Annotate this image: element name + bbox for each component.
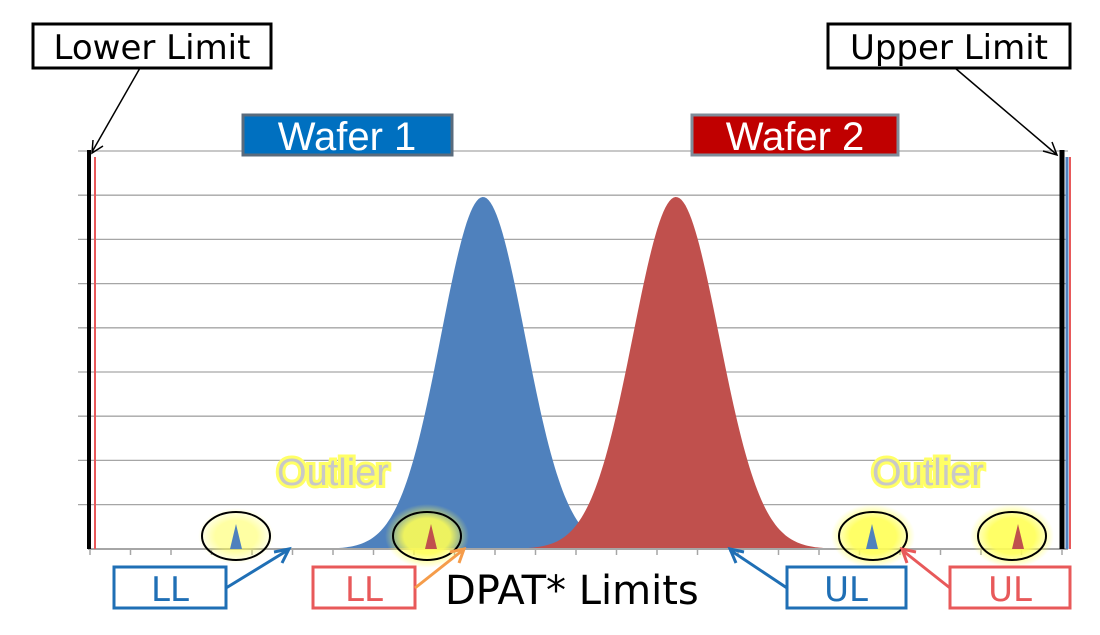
wafer2-distribution [495, 197, 857, 549]
wafer2-label-box: Wafer 2 [690, 113, 900, 159]
upper-limit-label: Upper Limit [850, 28, 1048, 68]
outlier-label-right: Outlier [872, 452, 984, 494]
ul-blue-callout: UL [727, 546, 908, 610]
outlier-marker-ul-red [970, 504, 1054, 568]
wafer1-distribution [306, 197, 660, 549]
outlier-label-left: Outlier [277, 452, 389, 494]
ul-red-callout: UL [899, 546, 1072, 610]
ll-red-label: LL [345, 570, 383, 610]
wafer1-label: Wafer 1 [278, 115, 417, 159]
outlier-marker-ul-blue [831, 504, 915, 568]
wafer2-label: Wafer 2 [726, 115, 865, 159]
lower-limit-label: Lower Limit [54, 28, 251, 68]
ll-blue-label: LL [151, 570, 189, 610]
ul-red-label: UL [988, 570, 1032, 610]
wafer1-label-box: Wafer 1 [241, 113, 454, 159]
lower-limit-line [87, 150, 96, 549]
chart-gridlines [78, 150, 1068, 506]
lower-limit-callout: Lower Limit [31, 22, 273, 155]
dpat-limits-caption: DPAT* Limits [445, 568, 699, 614]
ul-blue-label: UL [824, 570, 868, 610]
outlier-marker-ll-red [385, 504, 469, 568]
upper-limit-callout: Upper Limit [826, 22, 1072, 157]
upper-limit-line [1059, 150, 1071, 549]
ll-red-callout: LL [311, 546, 467, 610]
ll-blue-callout: LL [112, 546, 292, 610]
outlier-marker-ll-blue [198, 508, 274, 564]
